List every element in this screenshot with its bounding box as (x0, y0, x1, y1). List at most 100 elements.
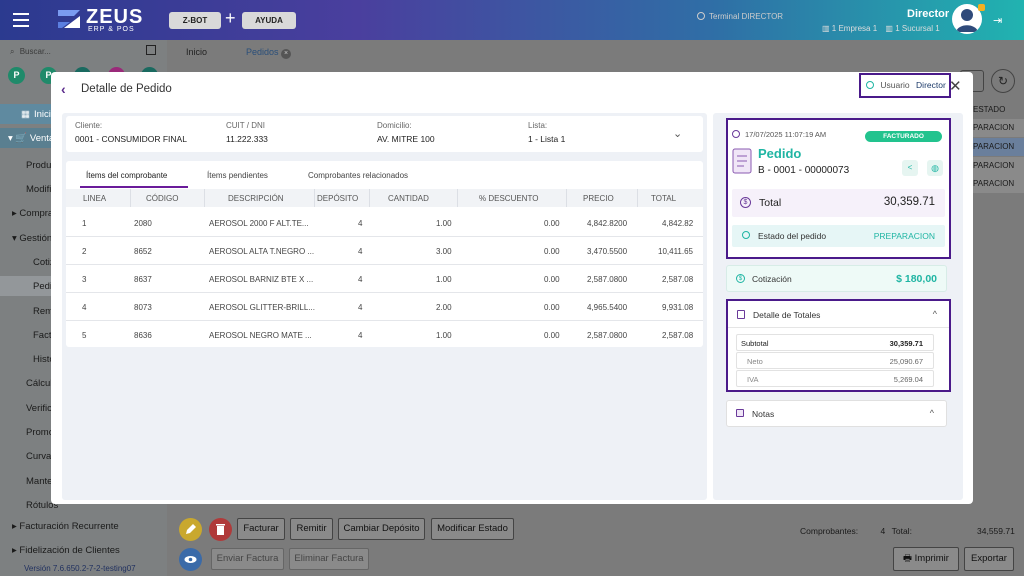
back-arrow-icon[interactable]: ‹ (61, 81, 66, 97)
cotizacion-label: Cotización (752, 274, 792, 284)
column-divider (204, 189, 205, 207)
cell-codigo: 8652 (134, 247, 152, 256)
table-row[interactable]: 2 8652 AEROSOL ALTA T.NEGRO ... 4 3.00 0… (66, 237, 703, 265)
tab-pedidos[interactable]: Pedidos × (246, 47, 292, 59)
cell-cantidad: 3.00 (436, 247, 452, 256)
tab-comprobantes-relacionados[interactable]: Comprobantes relacionados (308, 171, 409, 180)
expand-icon[interactable] (146, 45, 156, 55)
zbot-button[interactable]: Z-BOT (169, 12, 221, 29)
col-descripcion[interactable]: DESCRIPCIÓN (228, 194, 284, 203)
logout-icon[interactable]: ⇥ (993, 15, 1003, 27)
sidebar-item-remitos[interactable]: Remitos (33, 306, 68, 317)
document-icon (732, 148, 752, 174)
sidebar-item-pedidos-bg (0, 276, 52, 296)
view-button[interactable] (179, 548, 202, 571)
cambiar-deposito-button[interactable]: Cambiar Depósito (338, 518, 425, 540)
delete-button[interactable] (209, 518, 232, 541)
cuit-value: 11.222.333 (226, 134, 268, 144)
chevron-up-icon[interactable]: ^ (932, 309, 937, 319)
detalle-title[interactable]: Detalle de Totales (753, 310, 821, 320)
cell-descuento: 0.00 (544, 219, 560, 228)
table-row[interactable]: 3 8637 AEROSOL BARNIZ BTE X ... 4 1.00 0… (66, 265, 703, 293)
col-codigo[interactable]: CÓDIGO (146, 194, 179, 203)
cell-total: 10,411.65 (658, 247, 693, 256)
facturar-button[interactable]: Facturar (237, 518, 285, 540)
search-field[interactable]: ⌕ Buscar... (10, 47, 51, 57)
search-placeholder: Buscar... (19, 47, 51, 56)
sidebar-item-label: Compras (19, 208, 58, 219)
cell-linea: 5 (82, 331, 87, 340)
sidebar-item-compras[interactable]: ▸ Compras (12, 208, 58, 219)
sucursal-text: 1 Sucursal 1 (895, 24, 940, 33)
cell-codigo: 2080 (134, 219, 152, 228)
cell-cantidad: 1.00 (436, 331, 452, 340)
lista-value: 1 - Lista 1 (528, 134, 566, 144)
neto-line: Neto 25,090.67 (736, 352, 934, 369)
sidebar-item-fidelizacion[interactable]: ▸ Fidelización de Clientes (12, 545, 120, 556)
dollar-icon: $ (740, 197, 751, 208)
share-button[interactable]: < (902, 160, 918, 176)
sidebar-item-facturacion-recurrente[interactable]: ▸ Facturación Recurrente (12, 521, 119, 532)
col-cantidad[interactable]: CANTIDAD (388, 194, 429, 203)
notes-icon (736, 409, 744, 417)
edit-button[interactable] (179, 518, 202, 541)
sidebar-item-calculo[interactable]: Cálculo (26, 378, 58, 389)
exportar-button[interactable]: Exportar (964, 547, 1014, 571)
modificar-estado-button[interactable]: Modificar Estado (431, 518, 514, 540)
shortcut-p1-button[interactable]: P (8, 67, 25, 84)
status-header: ESTADO (973, 105, 1006, 114)
col-descuento[interactable]: % DESCUENTO (479, 194, 539, 203)
sidebar-item-curvas[interactable]: Curvas (26, 451, 57, 462)
status-cell: PARACION (967, 175, 1024, 193)
version-label: Versión 7.6.650.2-7-2-testing07 (24, 564, 136, 573)
sidebar-item-productos[interactable]: Productos (26, 160, 69, 171)
table-row[interactable]: 1 2080 AEROSOL 2000 F ALT.TE... 4 1.00 0… (66, 209, 703, 237)
imprimir-button[interactable]: 🖶 Imprimir (893, 547, 959, 571)
client-info-card: Cliente: 0001 - CONSUMIDOR FINAL CUIT / … (66, 116, 703, 152)
remitir-button[interactable]: Remitir (290, 518, 333, 540)
col-linea[interactable]: LINEA (83, 194, 107, 203)
cell-total: 2,587.08 (662, 331, 694, 340)
sidebar-item-gestion[interactable]: ▾ Gestión (12, 233, 52, 244)
right-panel: 17/07/2025 11:07:19 AM FACTURADO Pedido … (713, 113, 963, 500)
usuario-label: Usuario (880, 80, 910, 90)
sidebar-item-label: Inicio (33, 109, 57, 120)
close-icon[interactable]: ✕ (949, 78, 962, 95)
sidebar-item-pedidos[interactable]: Pedidos (33, 281, 67, 292)
logo-subtitle: ERP & POS (88, 26, 135, 33)
enviar-factura-button[interactable]: Enviar Factura (211, 548, 284, 570)
tab-items-pendientes[interactable]: Ítems pendientes (207, 171, 268, 180)
sidebar-item-ventas[interactable]: ▾ 🛒 Ventas (8, 133, 59, 144)
eliminar-factura-button[interactable]: Eliminar Factura (289, 548, 369, 570)
user-avatar[interactable] (952, 4, 982, 34)
chevron-up-icon[interactable]: ^ (929, 408, 934, 418)
chevron-down-icon[interactable]: ⌄ (673, 128, 683, 140)
col-deposito[interactable]: DEPÓSITO (317, 194, 359, 203)
col-precio[interactable]: PRECIO (583, 194, 614, 203)
table-row[interactable]: 4 8073 AEROSOL GLITTER-BRILL... 4 2.00 0… (66, 293, 703, 321)
notas-card[interactable]: Notas ^ (726, 400, 947, 427)
sidebar-item-modificar[interactable]: Modificar (26, 184, 65, 195)
detalle-pedido-modal: ‹ Detalle de Pedido Usuario Director ✕ C… (51, 72, 973, 504)
open-button[interactable]: ◍ (927, 160, 943, 176)
sidebar-item-inicio[interactable]: ▦ Inicio (21, 109, 56, 120)
tab-items-comprobante[interactable]: Ítems del comprobante (86, 171, 168, 180)
sidebar-item-verificar[interactable]: Verificar (26, 403, 61, 414)
sidebar-item-historial[interactable]: Historial (33, 354, 67, 365)
table-row[interactable]: 5 8636 AEROSOL NEGRO MATE ... 4 1.00 0.0… (66, 321, 703, 349)
comprobantes-summary: Comprobantes: 4 Total: (800, 526, 912, 536)
refresh-icon[interactable]: ↻ (991, 69, 1015, 93)
divider (728, 327, 949, 328)
imprimir-label: Imprimir (914, 553, 949, 564)
ayuda-button[interactable]: AYUDA (242, 12, 296, 29)
cell-total: 9,931.08 (662, 303, 694, 312)
comprobantes-count: 4 (880, 526, 886, 536)
menu-icon[interactable] (13, 13, 29, 27)
tab-inicio[interactable]: Inicio (186, 47, 208, 57)
close-icon[interactable]: × (281, 49, 292, 59)
cell-cantidad: 1.00 (436, 275, 452, 284)
share-icon: < (907, 163, 913, 172)
table-header (66, 189, 703, 207)
col-total[interactable]: TOTAL (651, 194, 677, 203)
sidebar-item-rotulos[interactable]: Rótulos (26, 500, 59, 511)
